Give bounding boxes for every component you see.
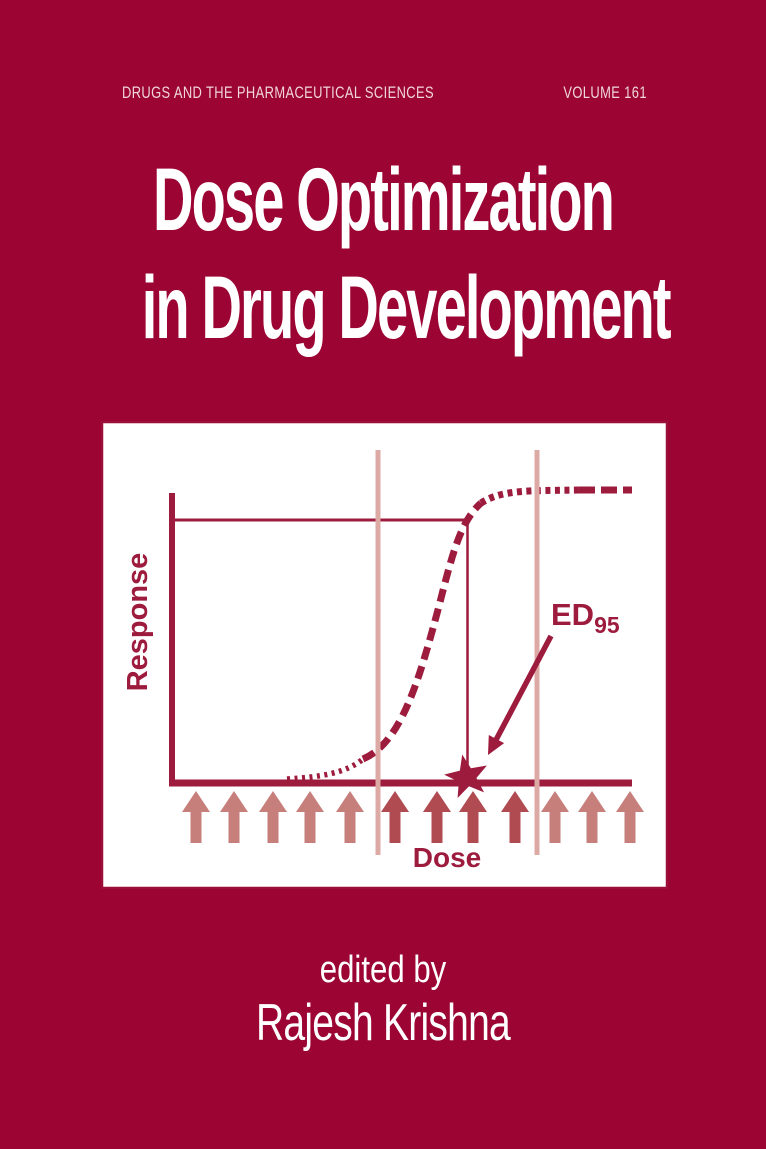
dose-level-arrow-icon [381, 791, 409, 843]
sigmoid-curve-segment [286, 756, 365, 782]
series-title: DRUGS AND THE PHARMACEUTICAL SCIENCES [122, 83, 434, 102]
book-title-line-2: in Drug Development [141, 257, 672, 357]
dose-level-arrow-icon [541, 791, 569, 843]
dose-level-arrow-icon [296, 791, 324, 843]
x-axis-label: Dose [413, 842, 481, 873]
ed95-label: ED95 [551, 597, 620, 638]
book-title: Dose Optimization in Drug Development [0, 145, 766, 361]
edited-by-text: edited by [319, 949, 447, 991]
ed95-arrowhead-icon [488, 735, 505, 755]
dose-level-arrow-icon [182, 791, 210, 843]
editor-name: Rajesh Krishna [256, 994, 511, 1052]
dose-level-arrow-icon [336, 791, 364, 843]
sigmoid-curve-segment [361, 500, 484, 763]
dose-response-chart-panel: Response Dose ED95 [101, 421, 668, 889]
dose-response-chart: Response Dose ED95 [101, 421, 668, 889]
editor-block: edited by Rajesh Krishna [0, 950, 766, 1049]
dose-level-arrow-icon [459, 791, 487, 843]
volume-number: VOLUME 161 [563, 83, 647, 102]
dose-level-arrow-icon [259, 791, 287, 843]
sigmoid-curve-segment [479, 486, 580, 507]
dose-level-arrow-icon [423, 791, 451, 843]
ed95-star-marker-icon [444, 754, 487, 798]
y-axis-label: Response [122, 553, 154, 692]
dose-level-arrow-icon [578, 791, 606, 843]
ed95-arrow-shaft [493, 634, 554, 743]
header-row: DRUGS AND THE PHARMACEUTICAL SCIENCES VO… [122, 83, 647, 103]
dose-level-arrow-icon [220, 791, 248, 843]
dose-level-arrow-icon [501, 791, 529, 843]
dose-level-arrow-icon [616, 791, 644, 843]
book-title-line-1: Dose Optimization [152, 149, 615, 249]
chart-panel-border [101, 421, 668, 889]
